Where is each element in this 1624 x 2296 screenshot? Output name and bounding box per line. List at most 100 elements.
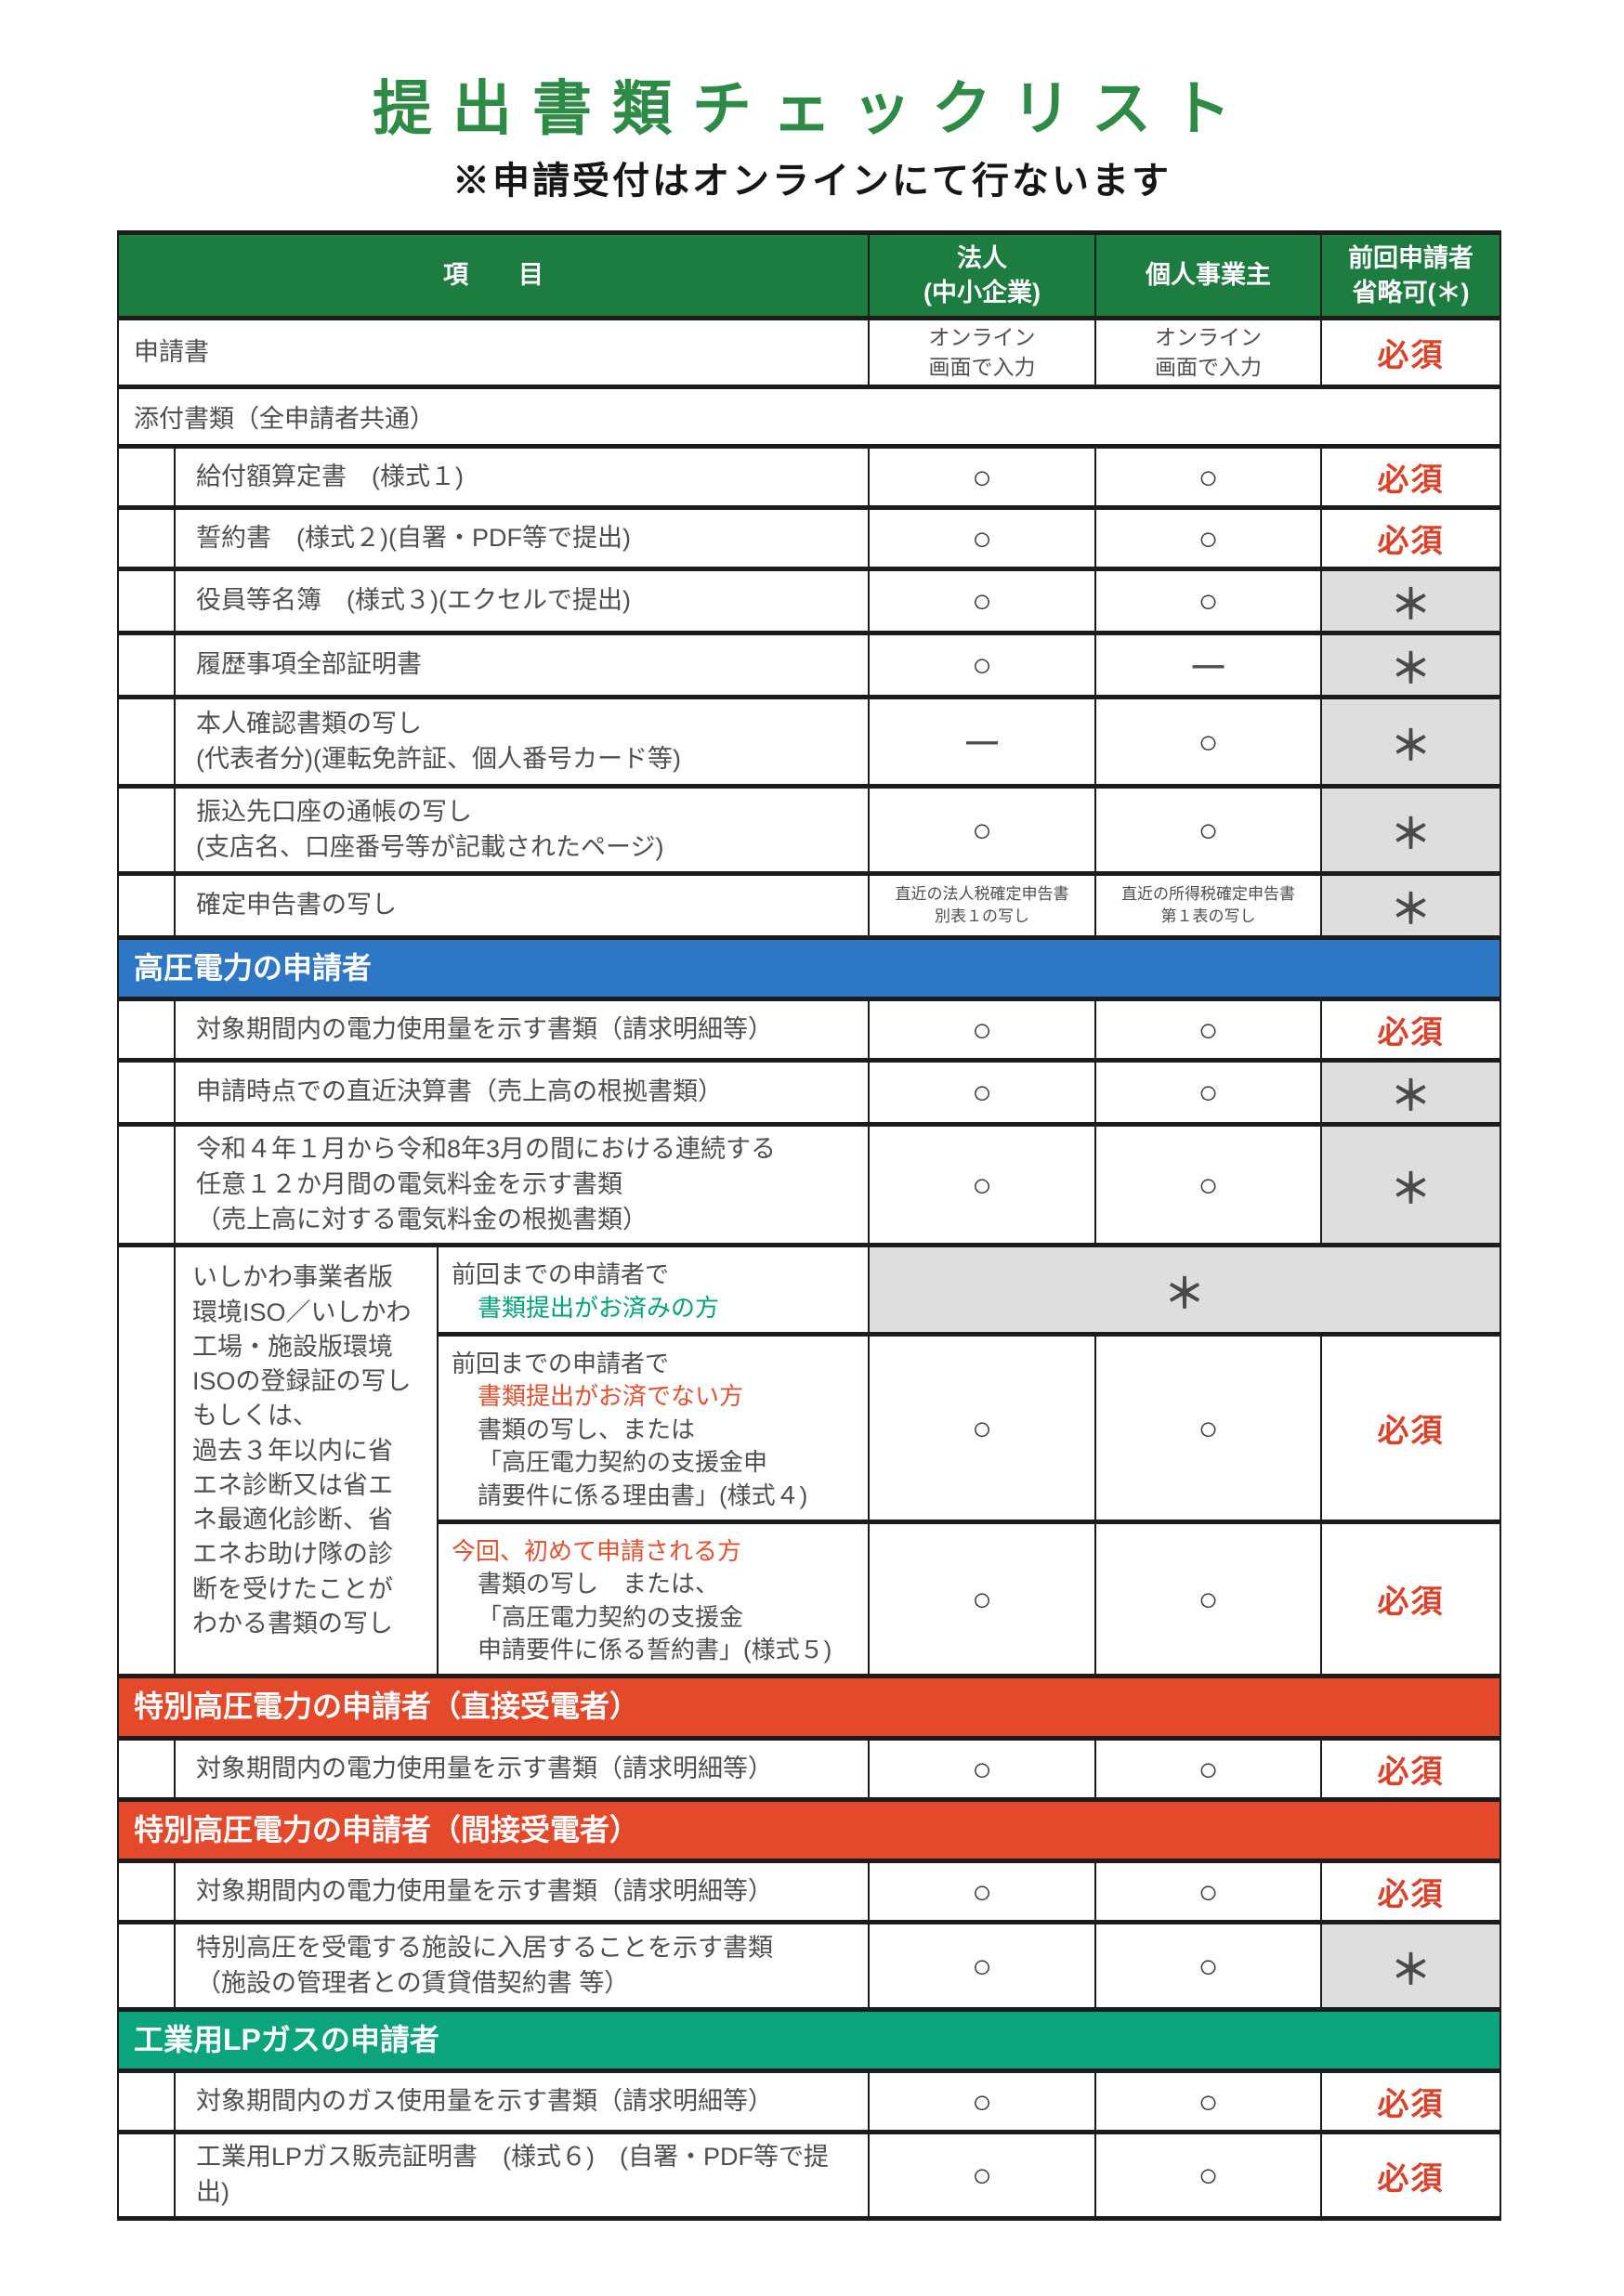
item-cell: 本人確認書類の写し (代表者分)(運転免許証、個人番号カード等)	[173, 695, 871, 789]
spacer-cell	[117, 1121, 176, 1248]
item-cell: 給付額算定書 (様式１)	[173, 444, 871, 510]
sub-line: 書類の写し または、 「高圧電力契約の支援金 申請要件に係る誓約書」(様式５)	[478, 1570, 832, 1663]
corporate-mark-cell: ○	[868, 2068, 1097, 2135]
row-iso-already-submitted: いしかわ事業者版 環境ISO／いしかわ 工場・施設版環境 ISOの登録証の写し …	[117, 1243, 1502, 1679]
iso-first-time-cell: 今回、初めて申請される方 書類の写し または、 「高圧電力契約の支援金 申請要件…	[436, 1519, 871, 1679]
corporate-mark-cell: ○	[868, 1519, 1097, 1679]
item-cell: 対象期間内の電力使用量を示す書類（請求明細等）	[173, 997, 871, 1063]
spacer-cell	[117, 567, 176, 635]
individual-mark-cell: ○	[1094, 1519, 1323, 1679]
corporate-cell: オンライン 画面で入力	[868, 316, 1097, 389]
item-cell: 工業用LPガス販売証明書 (様式６) (自署・PDF等で提出)	[173, 2130, 871, 2221]
corporate-mark-cell: ○	[868, 567, 1097, 635]
row-lp-gas-certificate: 工業用LPガス販売証明書 (様式６) (自署・PDF等で提出) ○ ○ 必須	[117, 2130, 1502, 2221]
spacer-cell	[117, 631, 176, 699]
corporate-mark-cell: ○	[868, 1332, 1097, 1524]
section-label: 高圧電力の申請者	[116, 935, 1502, 1001]
spacer-cell	[117, 871, 176, 940]
repeat-applicant-cell: 必須	[1320, 1519, 1502, 1679]
row-gas-usage: 対象期間内のガス使用量を示す書類（請求明細等） ○ ○ 必須	[117, 2068, 1502, 2135]
item-cell: 特別高圧を受電する施設に入居することを示す書類 （施設の管理者との賃貸借契約書 …	[173, 1920, 871, 2013]
repeat-applicant-cell: ＊	[1320, 784, 1502, 876]
sub-line: 前回までの申請者で	[452, 1350, 670, 1378]
spacer-cell	[117, 1058, 176, 1127]
spacer-cell	[117, 695, 176, 789]
individual-mark-cell: ○	[1094, 997, 1323, 1063]
table-header-row: 項 目 法人 (中小企業) 個人事業主 前回申請者 省略可(＊)	[116, 230, 1502, 320]
row-hv-power-usage: 対象期間内の電力使用量を示す書類（請求明細等） ○ ○ 必須	[117, 997, 1502, 1063]
individual-mark-cell: ○	[1094, 1736, 1323, 1803]
repeat-applicant-cell: ＊	[1320, 631, 1502, 699]
individual-mark-cell: ○	[1094, 1859, 1323, 1925]
row-electricity-cost-12months: 令和４年１月から令和8年3月の間における連続する 任意１２か月間の電気料金を示す…	[117, 1121, 1502, 1248]
item-cell: 対象期間内のガス使用量を示す書類（請求明細等）	[173, 2068, 871, 2135]
individual-mark-cell: ○	[1094, 2068, 1323, 2135]
section-label: 特別高圧電力の申請者（間接受電者）	[116, 1797, 1502, 1864]
section-label: 工業用LPガスの申請者	[116, 2007, 1502, 2074]
item-cell: 振込先口座の通帳の写し (支店名、口座番号等が記載されたページ)	[173, 784, 871, 876]
spacer-cell	[117, 2068, 176, 2135]
corporate-mark-cell: ○	[868, 631, 1097, 699]
item-cell: 役員等名簿 (様式３)(エクセルで提出)	[173, 567, 871, 635]
column-header-item: 項 目	[116, 230, 871, 320]
iso-already-submitted-cell: 前回までの申請者で 書類提出がお済みの方	[436, 1243, 871, 1337]
spacer-cell	[117, 1859, 176, 1925]
individual-mark-cell: ○	[1094, 444, 1323, 510]
corporate-mark-cell: ○	[868, 784, 1097, 876]
column-header-individual: 個人事業主	[1094, 230, 1323, 320]
row-shv-direct-power-usage: 対象期間内の電力使用量を示す書類（請求明細等） ○ ○ 必須	[117, 1736, 1502, 1803]
section-row-high-voltage: 高圧電力の申請者	[116, 935, 1502, 1001]
spacer-cell	[117, 505, 176, 571]
section-row-attachments: 添付書類（全申請者共通）	[116, 385, 1502, 449]
individual-mark-cell: —	[1094, 631, 1323, 699]
corporate-mark-cell: ○	[868, 505, 1097, 571]
individual-mark-cell: ○	[1094, 784, 1323, 876]
spacer-cell	[117, 2130, 176, 2221]
item-cell: 誓約書 (様式２)(自署・PDF等で提出)	[173, 505, 871, 571]
section-row-special-hv-direct: 特別高圧電力の申請者（直接受電者）	[116, 1674, 1502, 1742]
repeat-applicant-cell: ＊	[1320, 1058, 1502, 1127]
row-bank-passbook: 振込先口座の通帳の写し (支店名、口座番号等が記載されたページ) ○ ○ ＊	[117, 784, 1502, 876]
repeat-applicant-cell: ＊	[1320, 1121, 1502, 1248]
spacer-cell	[117, 1920, 176, 2013]
item-cell: 令和４年１月から令和8年3月の間における連続する 任意１２か月間の電気料金を示す…	[173, 1121, 871, 1248]
corporate-mark-cell: ○	[868, 1736, 1097, 1803]
sub-line: 前回までの申請者で	[452, 1260, 670, 1289]
repeat-applicant-cell: 必須	[1320, 1736, 1502, 1803]
sub-line: 書類の写し、または 「高圧電力契約の支援金申 請要件に係る理由書」(様式４)	[478, 1415, 808, 1509]
repeat-applicant-cell: ＊	[1320, 871, 1502, 940]
corporate-mark-cell: ○	[868, 2130, 1097, 2221]
row-iso-not-yet-submitted: 前回までの申請者で 書類提出がお済でない方 書類の写し、または 「高圧電力契約の…	[118, 1332, 1502, 1524]
repeat-applicant-cell: 必須	[1320, 2130, 1502, 2221]
repeat-applicant-cell: 必須	[1320, 316, 1502, 389]
spacer-cell	[117, 997, 176, 1063]
corporate-mark-cell: ○	[868, 1859, 1097, 1925]
section-row-industrial-lp-gas: 工業用LPガスの申請者	[116, 2007, 1502, 2074]
page-subtitle: ※申請受付はオンラインにて行ないます	[452, 161, 1172, 202]
row-recent-financials: 申請時点での直近決算書（売上高の根拠書類） ○ ○ ＊	[117, 1058, 1502, 1127]
item-cell: 履歴事項全部証明書	[173, 631, 871, 699]
spacer-cell	[117, 1736, 176, 1803]
row-benefit-calculation: 給付額算定書 (様式１) ○ ○ 必須	[117, 444, 1502, 510]
spacer-cell	[117, 1243, 176, 1679]
section-label: 添付書類（全申請者共通）	[116, 385, 1502, 449]
row-facility-residence: 特別高圧を受電する施設に入居することを示す書類 （施設の管理者との賃貸借契約書 …	[117, 1920, 1502, 2013]
sub-line-highlight: 書類提出がお済みの方	[478, 1293, 720, 1322]
corporate-cell: 直近の法人税確定申告書 別表１の写し	[868, 871, 1097, 940]
repeat-applicant-cell: 必須	[1320, 2068, 1502, 2135]
section-label: 特別高圧電力の申請者（直接受電者）	[116, 1674, 1502, 1742]
sub-line-highlight: 書類提出がお済でない方	[478, 1382, 744, 1411]
corporate-mark-cell: ○	[868, 1058, 1097, 1127]
item-cell: 申請時点での直近決算書（売上高の根拠書類）	[173, 1058, 871, 1127]
section-row-special-hv-indirect: 特別高圧電力の申請者（間接受電者）	[116, 1797, 1502, 1864]
row-certified-registry: 履歴事項全部証明書 ○ — ＊	[117, 631, 1502, 699]
repeat-applicant-cell: 必須	[1320, 505, 1502, 571]
corporate-mark-cell: —	[868, 695, 1097, 789]
repeat-applicant-cell: 必須	[1320, 1859, 1502, 1925]
individual-mark-cell: ○	[1094, 2130, 1323, 2221]
item-cell: 申請書	[116, 316, 871, 389]
checklist-table: 項 目 法人 (中小企業) 個人事業主 前回申請者 省略可(＊) 申請書 オンラ…	[116, 230, 1502, 2221]
individual-mark-cell: ○	[1094, 1332, 1323, 1524]
corporate-mark-cell: ○	[868, 1121, 1097, 1248]
